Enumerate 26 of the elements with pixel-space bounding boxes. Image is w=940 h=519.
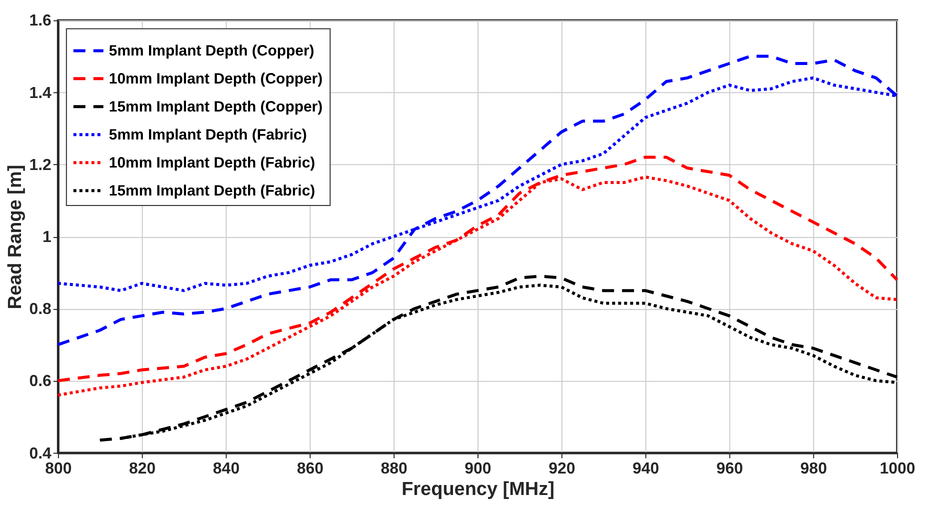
x-tick-label: 980 — [800, 460, 828, 478]
legend-label: 5mm Implant Depth (Fabric) — [108, 126, 307, 144]
y-tick-label: 0.8 — [29, 301, 52, 318]
x-tick-label: 880 — [380, 460, 408, 478]
x-tick-label: 800 — [45, 460, 72, 478]
legend-label: 5mm Implant Depth (Copper) — [108, 42, 314, 60]
x-tick-label: 900 — [464, 460, 492, 478]
y-tick-label: 1 — [42, 229, 52, 246]
legend-label: 10mm Implant Depth (Fabric) — [108, 154, 316, 172]
x-tick-label: 960 — [716, 460, 744, 478]
x-tick-label: 840 — [212, 460, 240, 478]
legend-label: 15mm Implant Depth (Copper) — [108, 98, 323, 116]
x-tick-label: 940 — [632, 460, 660, 478]
y-tick-label: 0.6 — [29, 373, 52, 390]
x-tick-label: 920 — [548, 460, 576, 478]
x-tick-label: 820 — [129, 460, 156, 478]
x-tick-label: 860 — [296, 460, 324, 478]
x-axis-title: Frequency [MHz] — [402, 479, 554, 500]
x-tick-label: 1000 — [880, 460, 916, 478]
y-tick-label: 1.6 — [29, 12, 52, 30]
y-tick-label: 1.2 — [29, 156, 52, 174]
y-axis-title: Read Range [m] — [5, 164, 26, 310]
y-tick-label: 1.4 — [29, 84, 52, 102]
legend-label: 15mm Implant Depth (Fabric) — [108, 182, 316, 200]
y-tick-label: 0.4 — [29, 445, 52, 462]
legend-label: 10mm Implant Depth (Copper) — [108, 70, 323, 88]
